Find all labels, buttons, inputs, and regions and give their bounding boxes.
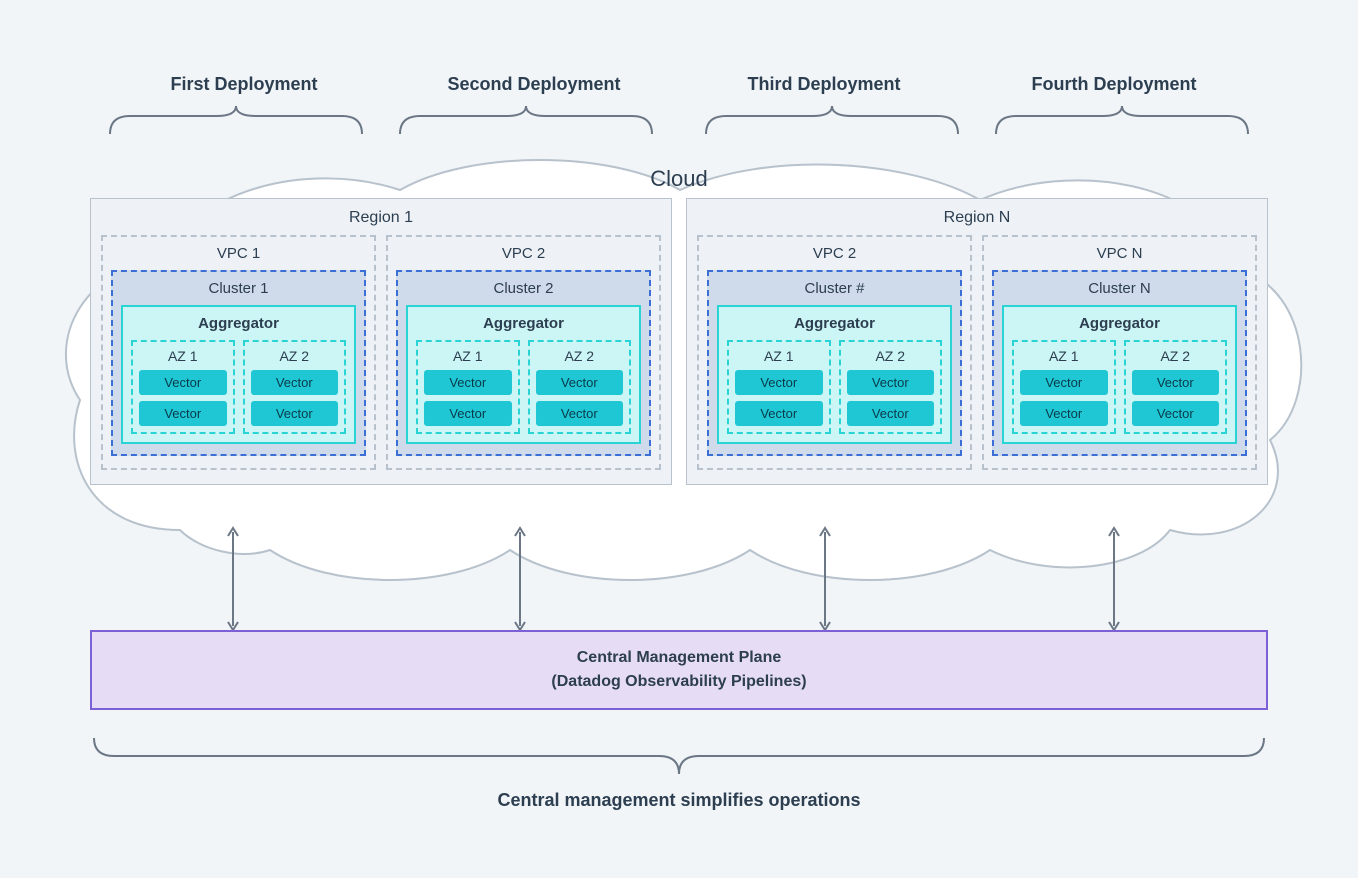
deployment-label: First Deployment: [99, 74, 389, 95]
vpc-box: VPC 2 Cluster 2 Aggregator AZ 1 Vector V…: [386, 235, 661, 470]
cluster-box: Cluster 2 Aggregator AZ 1 Vector Vector …: [396, 270, 651, 456]
vpc-title: VPC N: [992, 245, 1247, 262]
regions-container: Region 1 VPC 1 Cluster 1 Aggregator AZ 1…: [90, 198, 1268, 485]
cluster-title: Cluster #: [717, 280, 952, 297]
vector-node: Vector: [424, 401, 512, 426]
region-box: Region 1 VPC 1 Cluster 1 Aggregator AZ 1…: [90, 198, 672, 485]
az-title: AZ 1: [1020, 348, 1108, 364]
vector-node: Vector: [139, 370, 227, 395]
az-title: AZ 1: [139, 348, 227, 364]
az-box: AZ 2 Vector Vector: [839, 340, 943, 434]
cluster-box: Cluster 1 Aggregator AZ 1 Vector Vector …: [111, 270, 366, 456]
vpc-box: VPC N Cluster N Aggregator AZ 1 Vector V…: [982, 235, 1257, 470]
vector-node: Vector: [251, 401, 339, 426]
double-arrow-icon: [1107, 524, 1121, 634]
az-title: AZ 1: [735, 348, 823, 364]
vector-node: Vector: [424, 370, 512, 395]
vector-node: Vector: [139, 401, 227, 426]
vector-node: Vector: [251, 370, 339, 395]
aggregator-title: Aggregator: [416, 315, 631, 332]
az-title: AZ 2: [536, 348, 624, 364]
double-arrow-icon: [818, 524, 832, 634]
brace-icon: [992, 104, 1252, 138]
az-box: AZ 1 Vector Vector: [1012, 340, 1116, 434]
vpc-box: VPC 2 Cluster # Aggregator AZ 1 Vector V…: [697, 235, 972, 470]
vpc-title: VPC 1: [111, 245, 366, 262]
management-plane-title: Central Management Plane: [102, 646, 1256, 670]
aggregator-box: Aggregator AZ 1 Vector Vector AZ 2 Vecto…: [406, 305, 641, 444]
vector-node: Vector: [1132, 401, 1220, 426]
aggregator-title: Aggregator: [727, 315, 942, 332]
vpcs-row: VPC 2 Cluster # Aggregator AZ 1 Vector V…: [697, 235, 1257, 470]
azs-row: AZ 1 Vector Vector AZ 2 Vector Vector: [727, 340, 942, 434]
region-box: Region N VPC 2 Cluster # Aggregator AZ 1…: [686, 198, 1268, 485]
double-arrow-icon: [513, 524, 527, 634]
vector-node: Vector: [1020, 401, 1108, 426]
vector-node: Vector: [1020, 370, 1108, 395]
az-title: AZ 2: [847, 348, 935, 364]
vpc-title: VPC 2: [707, 245, 962, 262]
az-title: AZ 2: [1132, 348, 1220, 364]
vpc-title: VPC 2: [396, 245, 651, 262]
brace-icon: [396, 104, 656, 138]
management-plane-subtitle: (Datadog Observability Pipelines): [102, 670, 1256, 694]
cloud-label: Cloud: [0, 166, 1358, 192]
brace-icon: [106, 104, 366, 138]
az-box: AZ 2 Vector Vector: [528, 340, 632, 434]
vector-node: Vector: [847, 370, 935, 395]
aggregator-box: Aggregator AZ 1 Vector Vector AZ 2 Vecto…: [121, 305, 356, 444]
azs-row: AZ 1 Vector Vector AZ 2 Vector Vector: [416, 340, 631, 434]
cluster-title: Cluster N: [1002, 280, 1237, 297]
bottom-caption: Central management simplifies operations: [0, 790, 1358, 811]
management-plane-box: Central Management Plane (Datadog Observ…: [90, 630, 1268, 710]
az-title: AZ 2: [251, 348, 339, 364]
brace-icon: [702, 104, 962, 138]
deployment-label: Third Deployment: [679, 74, 969, 95]
vpc-box: VPC 1 Cluster 1 Aggregator AZ 1 Vector V…: [101, 235, 376, 470]
cluster-box: Cluster # Aggregator AZ 1 Vector Vector …: [707, 270, 962, 456]
vector-node: Vector: [536, 370, 624, 395]
region-title: Region 1: [101, 209, 661, 227]
deployment-label: Second Deployment: [389, 74, 679, 95]
azs-row: AZ 1 Vector Vector AZ 2 Vector Vector: [131, 340, 346, 434]
az-box: AZ 2 Vector Vector: [243, 340, 347, 434]
aggregator-title: Aggregator: [1012, 315, 1227, 332]
vpcs-row: VPC 1 Cluster 1 Aggregator AZ 1 Vector V…: [101, 235, 661, 470]
vector-node: Vector: [536, 401, 624, 426]
cluster-title: Cluster 1: [121, 280, 356, 297]
aggregator-title: Aggregator: [131, 315, 346, 332]
az-box: AZ 1 Vector Vector: [416, 340, 520, 434]
az-box: AZ 1 Vector Vector: [727, 340, 831, 434]
deployment-labels-row: First Deployment Second Deployment Third…: [0, 74, 1358, 95]
azs-row: AZ 1 Vector Vector AZ 2 Vector Vector: [1012, 340, 1227, 434]
cluster-box: Cluster N Aggregator AZ 1 Vector Vector …: [992, 270, 1247, 456]
az-box: AZ 1 Vector Vector: [131, 340, 235, 434]
aggregator-box: Aggregator AZ 1 Vector Vector AZ 2 Vecto…: [717, 305, 952, 444]
region-title: Region N: [697, 209, 1257, 227]
az-title: AZ 1: [424, 348, 512, 364]
vector-node: Vector: [735, 370, 823, 395]
cluster-title: Cluster 2: [406, 280, 641, 297]
vector-node: Vector: [1132, 370, 1220, 395]
double-arrow-icon: [226, 524, 240, 634]
deployment-label: Fourth Deployment: [969, 74, 1259, 95]
vector-node: Vector: [847, 401, 935, 426]
aggregator-box: Aggregator AZ 1 Vector Vector AZ 2 Vecto…: [1002, 305, 1237, 444]
vector-node: Vector: [735, 401, 823, 426]
brace-icon: [90, 734, 1268, 778]
az-box: AZ 2 Vector Vector: [1124, 340, 1228, 434]
